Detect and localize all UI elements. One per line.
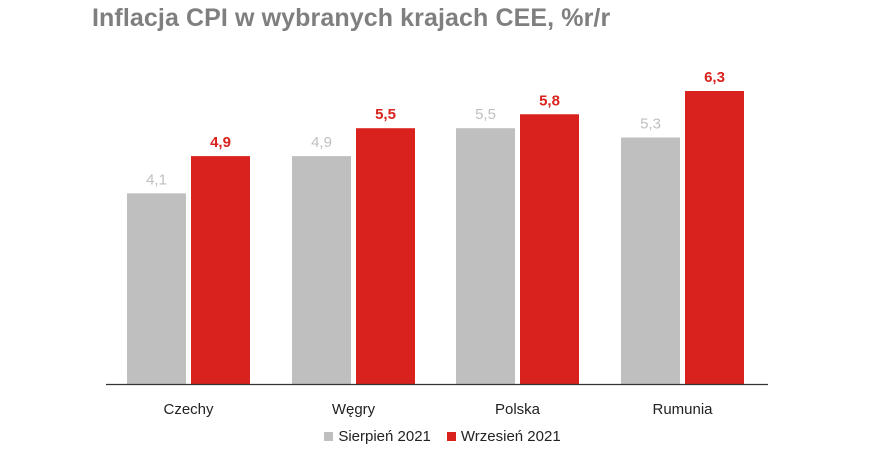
bar-sierpien-3 [621,137,680,384]
bar-sierpien-1 [292,156,351,384]
bar-sierpien-2 [456,128,515,384]
data-label-sierpien-3: 5,3 [640,116,661,133]
bar-wrzesien-2 [520,114,579,384]
data-label-sierpien-0: 4,1 [146,171,167,188]
legend-label-wrzesien: Wrzesień 2021 [460,428,561,445]
bar-wrzesien-1 [356,128,415,384]
legend: Sierpień 2021 Wrzesień 2021 [0,428,885,445]
chart-title: Inflacja CPI w wybranych krajach CEE, %r… [92,4,611,32]
category-label-3: Rumunia [652,401,713,418]
legend-label-sierpien: Sierpień 2021 [338,428,431,445]
bar-sierpien-0 [127,193,186,384]
data-label-sierpien-1: 4,9 [311,134,332,151]
legend-swatch-wrzesien [446,432,456,441]
bar-wrzesien-0 [191,156,250,384]
data-label-wrzesien-0: 4,9 [210,134,231,151]
data-label-sierpien-2: 5,5 [475,106,496,123]
legend-swatch-sierpien [324,432,334,441]
category-label-2: Polska [495,401,541,418]
bar-wrzesien-3 [685,91,744,384]
category-label-0: Czechy [163,401,214,418]
data-label-wrzesien-2: 5,8 [539,92,560,109]
data-label-wrzesien-3: 6,3 [704,69,725,86]
legend-item-sierpien: Sierpień 2021 [324,428,431,445]
legend-item-wrzesien: Wrzesień 2021 [446,428,561,445]
category-label-1: Węgry [332,401,376,418]
data-label-wrzesien-1: 5,5 [375,106,396,123]
